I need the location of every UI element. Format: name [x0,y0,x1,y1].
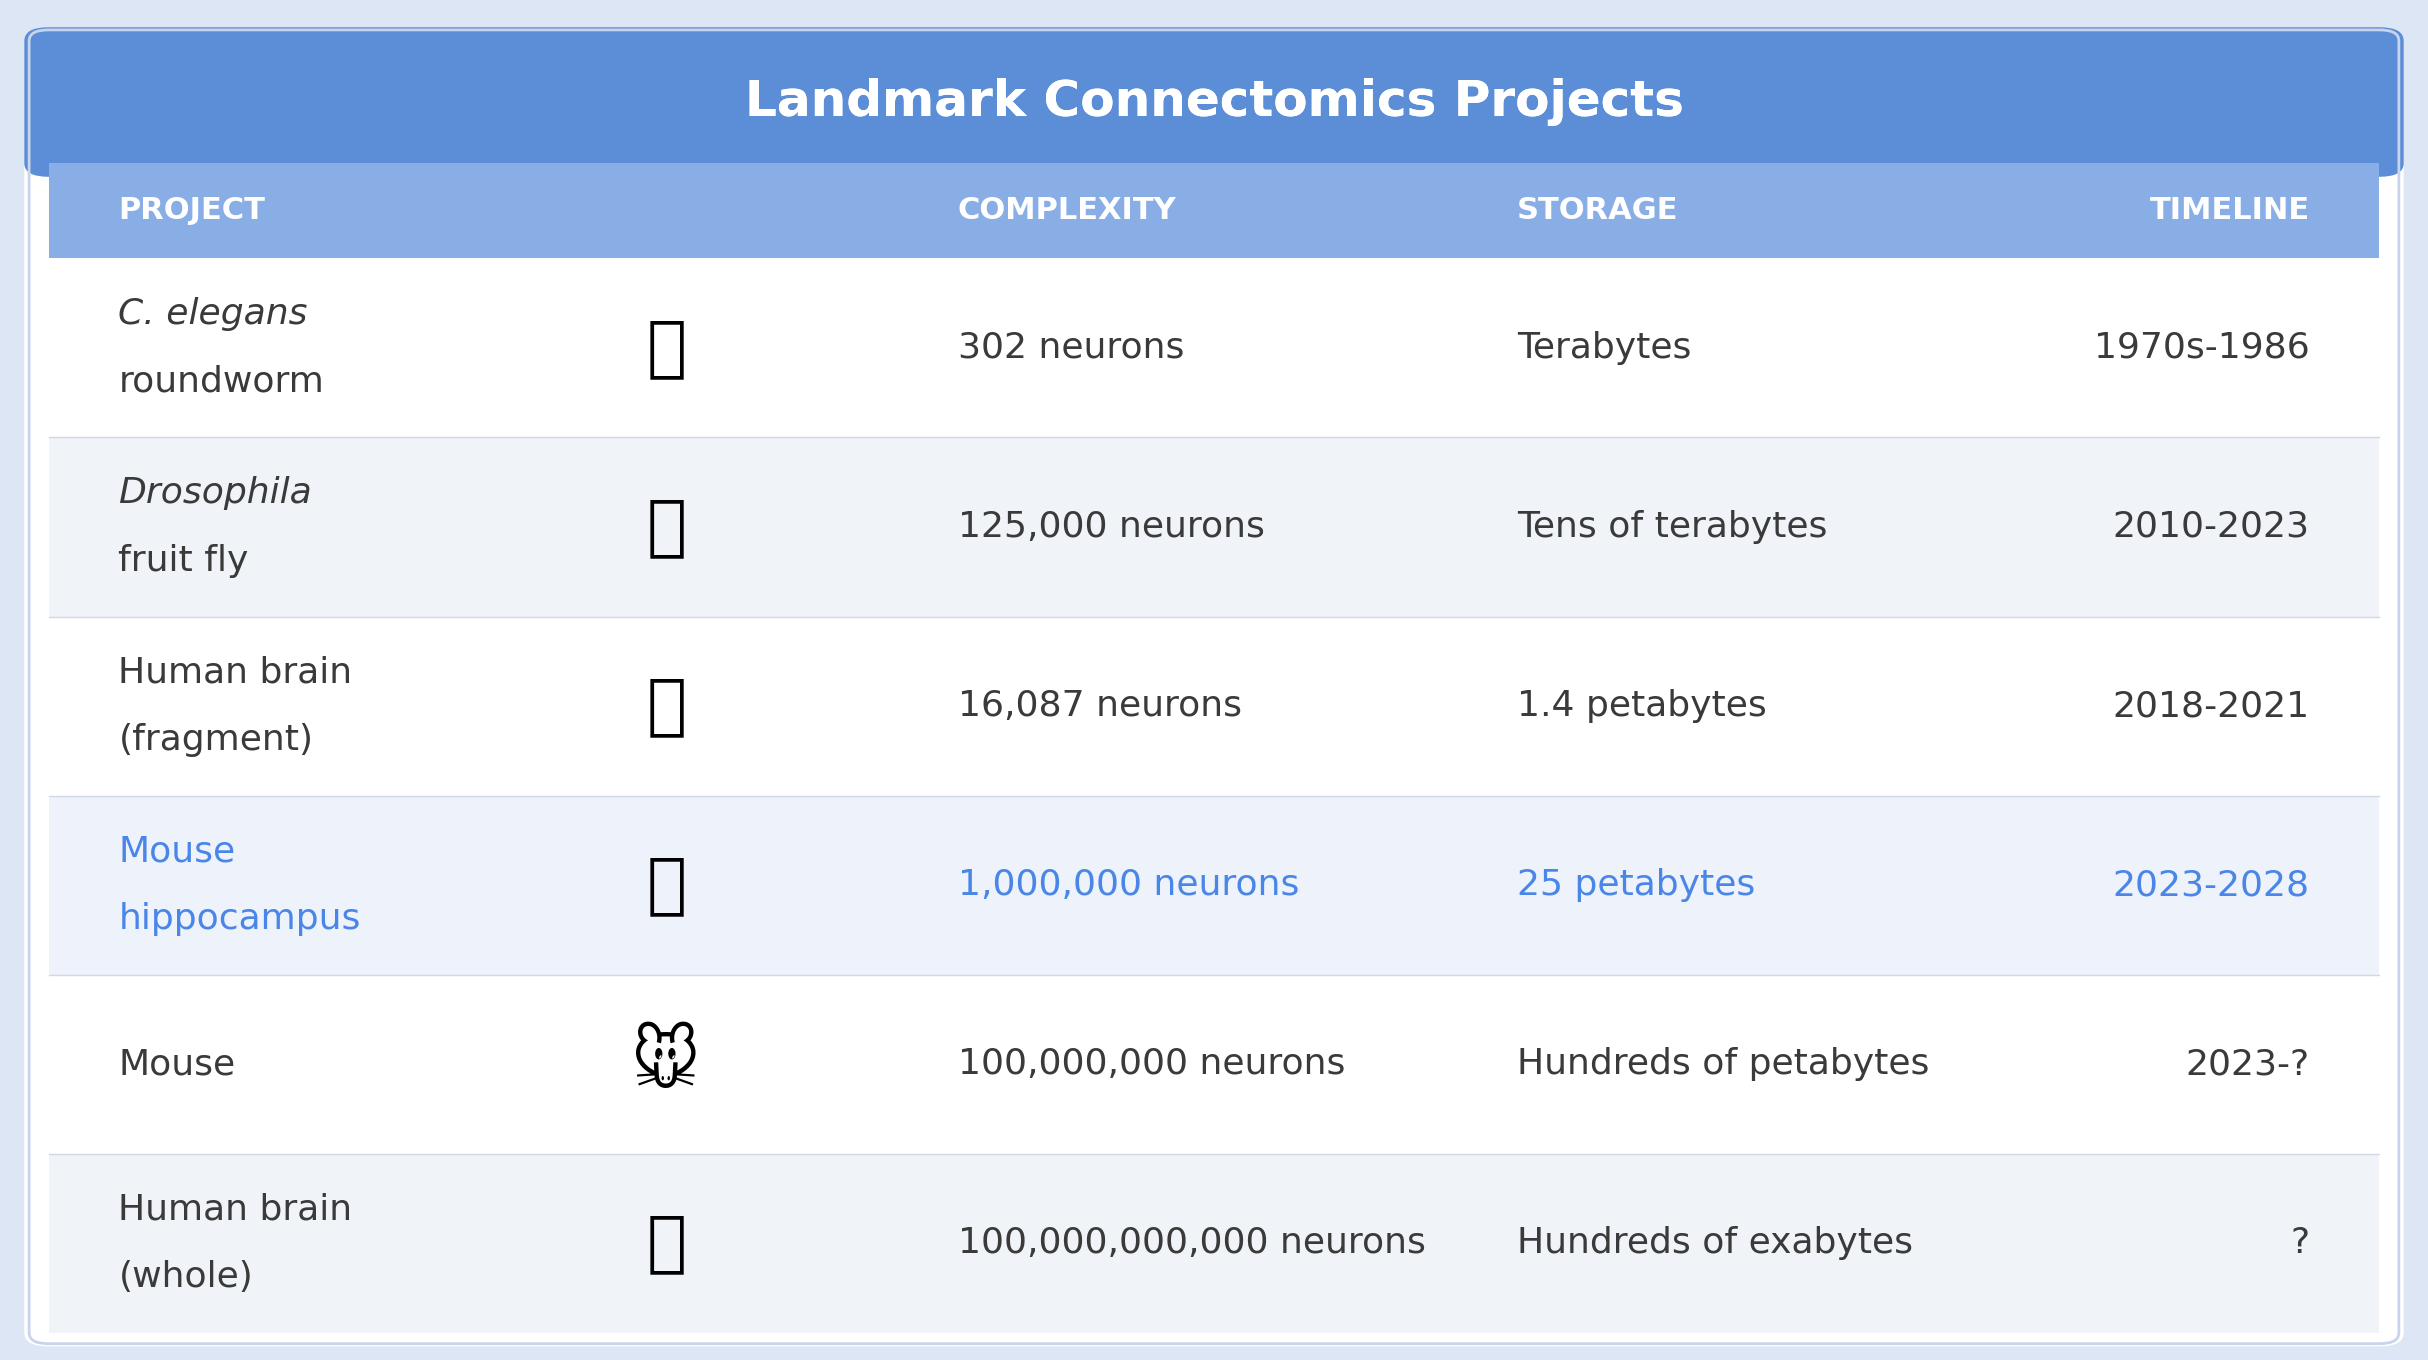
Text: 100,000,000,000 neurons: 100,000,000,000 neurons [957,1227,1425,1261]
Text: 100,000,000 neurons: 100,000,000 neurons [957,1047,1345,1081]
Text: Landmark Connectomics Projects: Landmark Connectomics Projects [745,78,1683,126]
Bar [49,438,2379,616]
Text: C. elegans: C. elegans [119,296,308,330]
Bar [49,102,2379,163]
Text: Tens of terabytes: Tens of terabytes [1518,510,1828,544]
Text: 2010-2023: 2010-2023 [2112,510,2309,544]
Text: 2023-?: 2023-? [2185,1047,2309,1081]
Text: 1970s-1986: 1970s-1986 [2093,330,2309,364]
Text: 2018-2021: 2018-2021 [2112,690,2309,724]
Text: 25 petabytes: 25 petabytes [1518,868,1755,902]
Text: PROJECT: PROJECT [119,196,265,226]
Bar [49,616,2379,796]
Bar [49,796,2379,975]
Text: 125,000 neurons: 125,000 neurons [957,510,1265,544]
Text: 🧠: 🧠 [646,853,687,918]
Text: 16,087 neurons: 16,087 neurons [957,690,1241,724]
Text: 302 neurons: 302 neurons [957,330,1185,364]
Text: 🐭: 🐭 [631,1031,702,1098]
Text: COMPLEXITY: COMPLEXITY [957,196,1175,226]
Text: 2023-2028: 2023-2028 [2112,868,2309,902]
Text: Mouse: Mouse [119,1047,236,1081]
Text: 🪰: 🪰 [646,494,687,560]
Text: TIMELINE: TIMELINE [2149,196,2309,226]
Text: roundworm: roundworm [119,364,325,398]
Text: Human brain: Human brain [119,656,352,690]
Text: STORAGE: STORAGE [1518,196,1678,226]
Text: fruit fly: fruit fly [119,544,248,578]
Bar [49,41,2379,102]
Text: Landmark Connectomics Projects: Landmark Connectomics Projects [745,78,1683,126]
Text: Terabytes: Terabytes [1518,330,1692,364]
Text: 1.4 petabytes: 1.4 petabytes [1518,690,1768,724]
Text: 🧠: 🧠 [646,673,687,738]
Text: 1,000,000 neurons: 1,000,000 neurons [957,868,1299,902]
Bar [49,975,2379,1153]
Text: (fragment): (fragment) [119,724,313,758]
Text: hippocampus: hippocampus [119,902,362,936]
Text: (whole): (whole) [119,1261,253,1295]
Text: Hundreds of exabytes: Hundreds of exabytes [1518,1227,1913,1261]
Text: Human brain: Human brain [119,1193,352,1227]
Text: 🧠: 🧠 [646,1210,687,1276]
Text: Hundreds of petabytes: Hundreds of petabytes [1518,1047,1930,1081]
FancyBboxPatch shape [24,27,2404,1346]
Bar [49,1153,2379,1333]
Bar [49,163,2379,258]
Bar [49,258,2379,438]
Text: Mouse: Mouse [119,834,236,868]
Text: Drosophila: Drosophila [119,476,313,510]
Text: ?: ? [2290,1227,2309,1261]
Text: 🪱: 🪱 [646,316,687,381]
FancyBboxPatch shape [24,27,2404,177]
